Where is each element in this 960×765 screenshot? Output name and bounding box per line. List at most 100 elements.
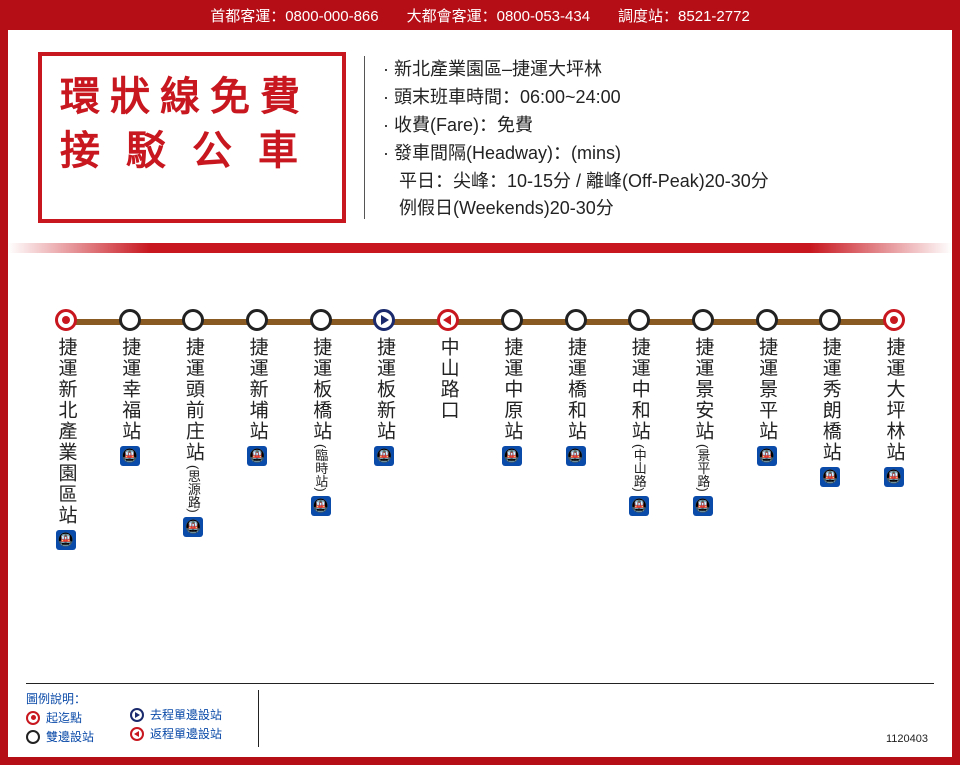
stop-label-col: 捷運大坪林站 🚇 (884, 337, 904, 487)
mrt-icon: 🚇 (502, 446, 522, 466)
both-marker-icon (819, 309, 841, 331)
terminus-marker-icon (883, 309, 905, 331)
mrt-icon: 🚇 (374, 446, 394, 466)
stop: 捷運中原站 🚇 (492, 309, 532, 550)
gradient-divider (8, 243, 952, 253)
mrt-icon: 🚇 (693, 496, 713, 516)
title-line-2: 接駁公車 (60, 124, 324, 178)
main-panel: 環狀線免費 接駁公車 新北產業園區–捷運大坪林 頭末班車時間：06:00~24:… (8, 30, 952, 757)
stop-label-col: 捷運幸福站 🚇 (120, 337, 140, 466)
both-marker-icon (565, 309, 587, 331)
mrt-icon: 🚇 (56, 530, 76, 550)
return-icon (130, 727, 144, 741)
stop-name: 捷運新埔站 (248, 337, 267, 442)
mrt-icon: 🚇 (629, 496, 649, 516)
stop-label-col: 捷運新埔站 🚇 (247, 337, 267, 466)
stop-label-col: 中山路口 (439, 337, 458, 421)
both-marker-icon (119, 309, 141, 331)
both-marker-icon (182, 309, 204, 331)
both-marker-icon (756, 309, 778, 331)
mrt-icon: 🚇 (820, 467, 840, 487)
outbound-marker-icon (373, 309, 395, 331)
stop-label-col: 捷運景安站 (景平路) 🚇 (693, 337, 713, 516)
stop-name: 捷運秀朗橋站 (821, 337, 840, 463)
stop-name: 捷運橋和站 (566, 337, 585, 442)
title-divider (364, 56, 365, 219)
both-marker-icon (501, 309, 523, 331)
stop-label-col: 捷運新北產業園區站 🚇 (56, 337, 76, 550)
info-route: 新北產業園區–捷運大坪林 (381, 56, 932, 84)
stop: 捷運新埔站 🚇 (237, 309, 277, 550)
stop: 捷運秀朗橋站 🚇 (810, 309, 850, 550)
stop-name: 捷運中和站 (630, 337, 649, 442)
both-marker-icon (246, 309, 268, 331)
stop: 捷運大坪林站 🚇 (874, 309, 914, 550)
both-marker-icon (628, 309, 650, 331)
return-marker-icon (437, 309, 459, 331)
stop: 捷運景平站 🚇 (747, 309, 787, 550)
info-hours: 頭末班車時間：06:00~24:00 (381, 84, 932, 112)
mrt-icon: 🚇 (566, 446, 586, 466)
stop-subname: (思源路) (184, 465, 203, 513)
stop-label-col: 捷運板橋站 (臨時站) 🚇 (311, 337, 331, 516)
contact-metro: 大都會客運：0800-053-434 (407, 5, 590, 26)
legend-terminus: 起迄點 (26, 709, 94, 726)
info-headway: 發車間隔(Headway)：(mins) (381, 140, 932, 168)
stop-label-col: 捷運橋和站 🚇 (566, 337, 586, 466)
stop: 捷運板橋站 (臨時站) 🚇 (301, 309, 341, 550)
stop: 捷運新北產業園區站 🚇 (46, 309, 86, 550)
stop-label-col: 捷運板新站 🚇 (374, 337, 394, 466)
terminus-icon (26, 711, 40, 725)
stops-row: 捷運新北產業園區站 🚇 捷運幸福站 🚇 捷運頭前庄站 (思源路) 🚇 捷運新埔站 🚇 捷運板橋站 (… (46, 309, 914, 550)
stop: 捷運景安站 (景平路) 🚇 (683, 309, 723, 550)
legend-divider (258, 690, 259, 747)
stop: 捷運中和站 (中山路) 🚇 (619, 309, 659, 550)
stop-name: 捷運景安站 (693, 337, 712, 442)
stop: 中山路口 (428, 309, 468, 550)
stop-subname: (臨時站) (311, 444, 330, 492)
title-box: 環狀線免費 接駁公車 (38, 52, 346, 223)
both-icon (26, 730, 40, 744)
legend-title: 圖例說明： (26, 690, 94, 707)
stop-name: 中山路口 (439, 337, 458, 421)
stop: 捷運頭前庄站 (思源路) 🚇 (173, 309, 213, 550)
mrt-icon: 🚇 (247, 446, 267, 466)
contact-capital: 首都客運：0800-000-866 (210, 5, 378, 26)
both-marker-icon (310, 309, 332, 331)
stop-name: 捷運中原站 (502, 337, 521, 442)
mrt-icon: 🚇 (311, 496, 331, 516)
mrt-icon: 🚇 (884, 467, 904, 487)
route-diagram: 捷運新北產業園區站 🚇 捷運幸福站 🚇 捷運頭前庄站 (思源路) 🚇 捷運新埔站 🚇 捷運板橋站 (… (8, 253, 952, 683)
legend-return: 返程單邊設站 (130, 725, 222, 742)
terminus-marker-icon (55, 309, 77, 331)
legend-both: 雙邊設站 (26, 728, 94, 745)
stop-name: 捷運頭前庄站 (184, 337, 203, 463)
stop-label-col: 捷運秀朗橋站 🚇 (820, 337, 840, 487)
stop-subname: (中山路) (630, 444, 649, 492)
stop: 捷運幸福站 🚇 (110, 309, 150, 550)
stop-name: 捷運新北產業園區站 (57, 337, 76, 526)
stop-subname: (景平路) (693, 444, 712, 492)
stop-label-col: 捷運景平站 🚇 (757, 337, 777, 466)
stop-name: 捷運景平站 (757, 337, 776, 442)
outbound-icon (130, 708, 144, 722)
top-area: 環狀線免費 接駁公車 新北產業園區–捷運大坪林 頭末班車時間：06:00~24:… (8, 30, 952, 237)
stop-label-col: 捷運中原站 🚇 (502, 337, 522, 466)
header-contact-bar: 首都客運：0800-000-866 大都會客運：0800-053-434 調度站… (0, 0, 960, 30)
legend-outbound: 去程單邊設站 (130, 706, 222, 723)
stop-label-col: 捷運中和站 (中山路) 🚇 (629, 337, 649, 516)
mrt-icon: 🚇 (757, 446, 777, 466)
stop-name: 捷運大坪林站 (884, 337, 903, 463)
mrt-icon: 🚇 (120, 446, 140, 466)
title-line-1: 環狀線免費 (60, 70, 324, 124)
stop-name: 捷運板新站 (375, 337, 394, 442)
mrt-icon: 🚇 (183, 517, 203, 537)
stop: 捷運橋和站 🚇 (556, 309, 596, 550)
info-headway-weekend: 例假日(Weekends)20-30分 (381, 195, 932, 223)
legend: 圖例說明： 起迄點 雙邊設站 去程單邊設站 返程單邊設站 1120403 (26, 683, 934, 747)
stop-name: 捷運幸福站 (120, 337, 139, 442)
info-fare: 收費(Fare)：免費 (381, 112, 932, 140)
contact-dispatch: 調度站：8521-2772 (618, 5, 750, 26)
stop-name: 捷運板橋站 (311, 337, 330, 442)
info-block: 新北產業園區–捷運大坪林 頭末班車時間：06:00~24:00 收費(Fare)… (381, 52, 932, 223)
